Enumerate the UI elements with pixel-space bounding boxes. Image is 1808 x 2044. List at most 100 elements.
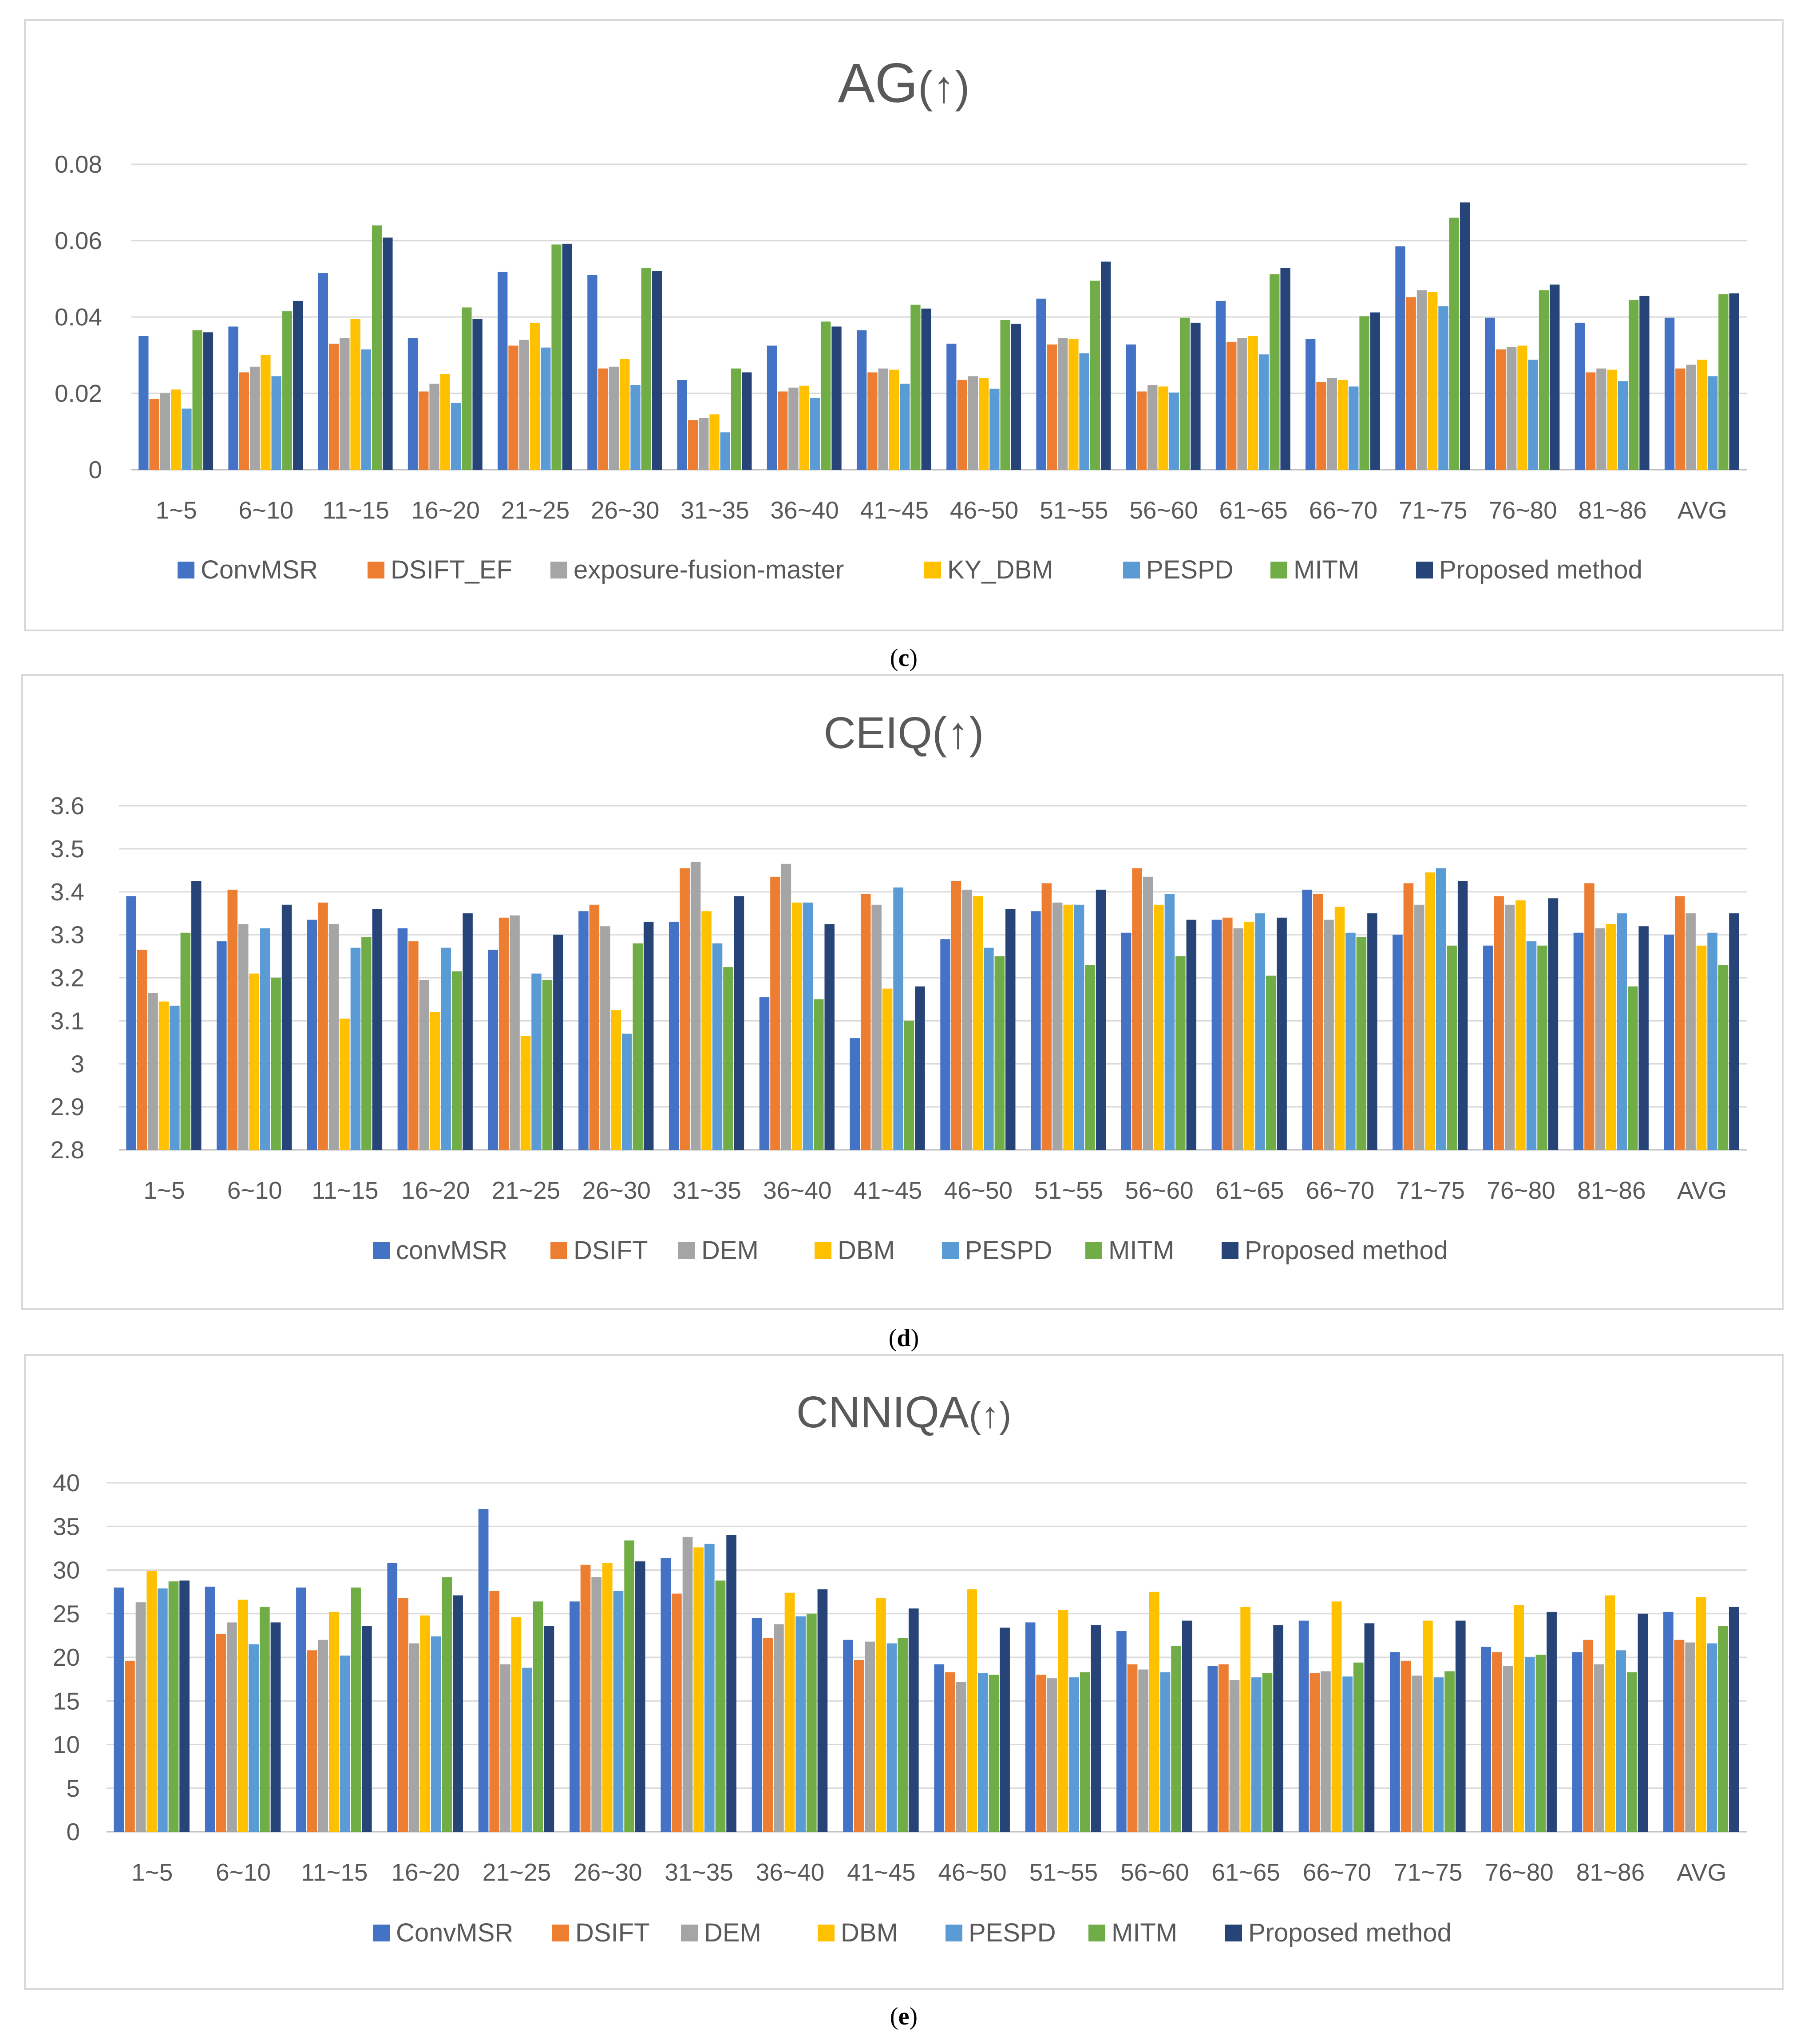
legend-swatch xyxy=(924,562,941,578)
bar xyxy=(409,1643,419,1832)
bar xyxy=(1160,1672,1171,1832)
bar xyxy=(1074,904,1084,1150)
x-tick-label: 11~15 xyxy=(312,1176,378,1204)
bar xyxy=(587,275,597,470)
bar xyxy=(511,1617,522,1832)
bar xyxy=(688,420,698,470)
x-tick-label: 71~75 xyxy=(1397,1176,1465,1204)
x-tick-label: 21~25 xyxy=(483,1858,551,1886)
legend-label: Proposed method xyxy=(1439,555,1642,584)
legend-swatch xyxy=(946,1925,962,1941)
bar xyxy=(1182,1620,1192,1832)
x-tick-label: 81~86 xyxy=(1578,496,1646,524)
bar xyxy=(1273,1625,1283,1832)
x-tick-label: 41~45 xyxy=(847,1858,915,1886)
bar xyxy=(329,1612,339,1832)
bar xyxy=(296,1587,306,1832)
bar xyxy=(522,1668,532,1832)
bar xyxy=(451,971,462,1150)
bar xyxy=(723,967,733,1150)
bar xyxy=(1063,904,1073,1150)
bar xyxy=(860,894,871,1150)
bar xyxy=(180,932,191,1150)
bar xyxy=(630,385,641,470)
x-tick-label: 46~50 xyxy=(950,496,1018,524)
bar xyxy=(462,307,472,470)
bar xyxy=(1406,297,1416,470)
panel-ceiq: CEIQ(↑) 2.8 2.9 3 3.1 3.2 3.3 3.4 3.5 3.6 1~5 6~10… xyxy=(21,674,1784,1352)
bar xyxy=(731,368,741,470)
plot-area: 0 0.02 0.04 0.06 0.08 1~5 6~10 11~15 16~20 21~25 2… xyxy=(55,151,1747,524)
bar xyxy=(1455,1620,1466,1832)
bar xyxy=(578,911,589,1150)
x-tick-label: 26~30 xyxy=(582,1176,651,1204)
bar xyxy=(508,345,518,470)
bar xyxy=(238,924,249,1150)
bar xyxy=(904,1021,914,1150)
legend-label: MITM xyxy=(1112,1918,1177,1947)
bar xyxy=(1036,1675,1047,1832)
legend-swatch xyxy=(678,1242,695,1259)
bar xyxy=(854,1660,864,1832)
bar xyxy=(500,1664,510,1832)
bar xyxy=(602,1563,613,1832)
x-tick-label: 36~40 xyxy=(763,1176,831,1204)
y-tick-label: 0 xyxy=(88,456,102,483)
bar xyxy=(778,391,788,470)
x-tick-label: 31~35 xyxy=(680,496,749,524)
bar xyxy=(1169,392,1179,470)
bar xyxy=(562,243,572,470)
svg-text:CNNIQA(↑): CNNIQA(↑) xyxy=(796,1387,1012,1437)
bar xyxy=(1364,1623,1375,1832)
bar xyxy=(318,273,328,470)
panel-cnniqa: CNNIQA(↑) 0 5 10 15 20 25 30 35 40 1~5 6~10 11~15 16… xyxy=(24,1354,1784,2030)
bar xyxy=(441,947,451,1150)
x-tick-label: 36~40 xyxy=(770,496,839,524)
bar xyxy=(489,1591,500,1832)
y-tick-label: 3 xyxy=(71,1050,84,1077)
bar xyxy=(1025,1622,1036,1832)
legend-swatch xyxy=(815,1242,831,1259)
bar xyxy=(945,1672,955,1832)
x-tick-label: 26~30 xyxy=(591,496,659,524)
bar xyxy=(1707,932,1717,1150)
bar xyxy=(1127,1664,1138,1832)
svg-text:(d): (d) xyxy=(889,1324,919,1352)
bar xyxy=(701,911,712,1150)
bar xyxy=(1547,1612,1557,1832)
bar xyxy=(1270,274,1280,470)
bar xyxy=(361,349,372,470)
bar xyxy=(652,271,662,470)
bar xyxy=(1707,1643,1717,1832)
bar xyxy=(1069,1677,1079,1832)
bar xyxy=(709,414,720,470)
bar xyxy=(1628,986,1638,1150)
bar xyxy=(1675,368,1685,470)
bar xyxy=(542,980,553,1150)
bar xyxy=(1370,312,1380,470)
bar xyxy=(1548,898,1559,1150)
bar xyxy=(453,1595,463,1832)
bar xyxy=(1132,868,1142,1150)
y-tick-label: 0.02 xyxy=(55,380,102,407)
bar xyxy=(1158,386,1168,470)
bar xyxy=(734,896,744,1150)
legend-swatch xyxy=(550,1242,567,1259)
bar xyxy=(799,385,809,470)
y-tick-label: 3.6 xyxy=(51,792,84,820)
bar xyxy=(307,1650,317,1832)
bar xyxy=(533,1601,543,1832)
bar xyxy=(1138,1669,1149,1832)
y-tick-label: 5 xyxy=(66,1775,80,1802)
bar xyxy=(1718,1626,1728,1832)
y-tick-label: 0.08 xyxy=(55,151,102,178)
bar xyxy=(1395,246,1405,470)
bar xyxy=(179,1581,190,1832)
bar xyxy=(488,950,498,1150)
bar xyxy=(871,904,882,1150)
bar xyxy=(260,928,270,1150)
bar xyxy=(1526,941,1537,1150)
x-tick-label: 66~70 xyxy=(1303,1858,1371,1886)
bar xyxy=(767,345,777,470)
bar xyxy=(1334,907,1345,1150)
